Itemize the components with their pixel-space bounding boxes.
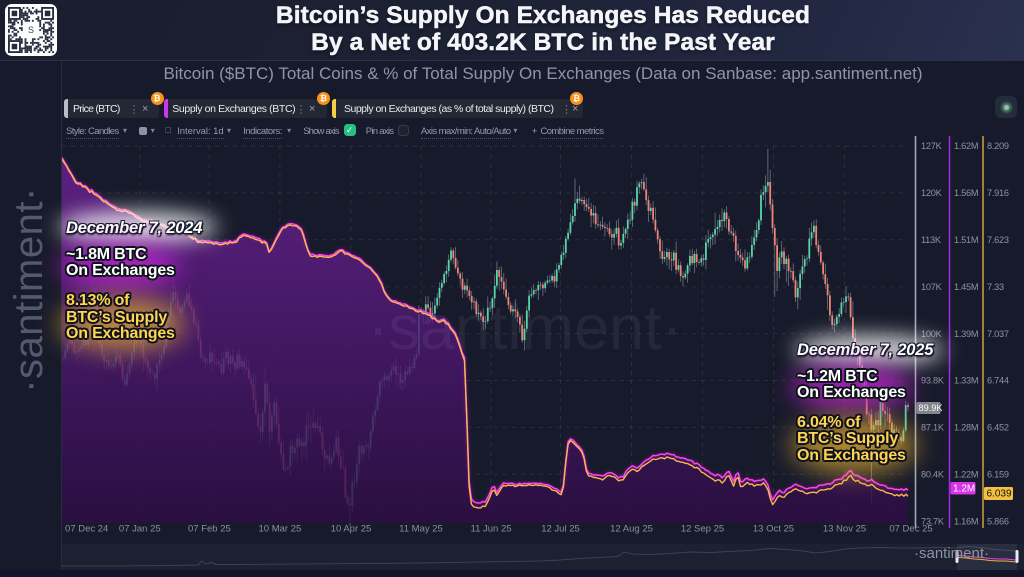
svg-text:13 Oct 25: 13 Oct 25	[753, 524, 794, 535]
svg-text:6.744: 6.744	[987, 376, 1009, 386]
svg-text:12 Jul 25: 12 Jul 25	[541, 524, 580, 535]
svg-text:87.1K: 87.1K	[921, 423, 945, 433]
svg-text:12 Aug 25: 12 Aug 25	[610, 524, 653, 535]
svg-text:8.209: 8.209	[987, 141, 1009, 151]
svg-text:10 Apr 25: 10 Apr 25	[331, 524, 372, 535]
svg-text:100K: 100K	[921, 329, 943, 339]
svg-text:127K: 127K	[921, 141, 943, 151]
svg-text:1.28M: 1.28M	[954, 423, 978, 433]
svg-text:07 Dec 24: 07 Dec 24	[65, 524, 108, 535]
svg-text:13 Nov 25: 13 Nov 25	[823, 524, 866, 535]
svg-text:80.4K: 80.4K	[921, 470, 945, 480]
svg-text:1.33M: 1.33M	[954, 376, 978, 386]
svg-text:7.916: 7.916	[987, 188, 1009, 198]
svg-text:5.866: 5.866	[987, 516, 1009, 526]
svg-text:89.9K: 89.9K	[919, 403, 944, 413]
svg-text:10 Mar 25: 10 Mar 25	[259, 524, 302, 535]
svg-text:107K: 107K	[921, 282, 943, 292]
svg-text:7.623: 7.623	[987, 235, 1009, 245]
svg-text:6.039: 6.039	[987, 489, 1012, 500]
svg-text:07 Dec 25: 07 Dec 25	[889, 524, 932, 535]
svg-text:11 May 25: 11 May 25	[399, 524, 443, 535]
svg-text:1.56M: 1.56M	[954, 188, 978, 198]
svg-text:07 Feb 25: 07 Feb 25	[188, 524, 231, 535]
svg-text:113K: 113K	[921, 235, 942, 245]
svg-text:73.7K: 73.7K	[921, 516, 945, 526]
svg-text:7.33: 7.33	[987, 282, 1004, 292]
svg-text:1.22M: 1.22M	[954, 470, 978, 480]
svg-text:07 Jan 25: 07 Jan 25	[119, 524, 161, 535]
svg-text:1.45M: 1.45M	[954, 282, 978, 292]
svg-text:1.2M: 1.2M	[953, 484, 975, 495]
svg-text:6.159: 6.159	[987, 470, 1009, 480]
svg-text:1.51M: 1.51M	[954, 235, 978, 245]
svg-text:1.62M: 1.62M	[954, 141, 978, 151]
svg-text:12 Sep 25: 12 Sep 25	[681, 524, 724, 535]
svg-text:S: S	[28, 25, 34, 35]
svg-text:1.16M: 1.16M	[954, 516, 978, 526]
svg-text:120K: 120K	[921, 188, 943, 198]
svg-text:1.39M: 1.39M	[954, 329, 978, 339]
svg-text:7.037: 7.037	[987, 329, 1009, 339]
svg-text:6.452: 6.452	[987, 423, 1009, 433]
svg-text:11 Jun 25: 11 Jun 25	[470, 524, 511, 535]
svg-text:93.8K: 93.8K	[921, 376, 945, 386]
